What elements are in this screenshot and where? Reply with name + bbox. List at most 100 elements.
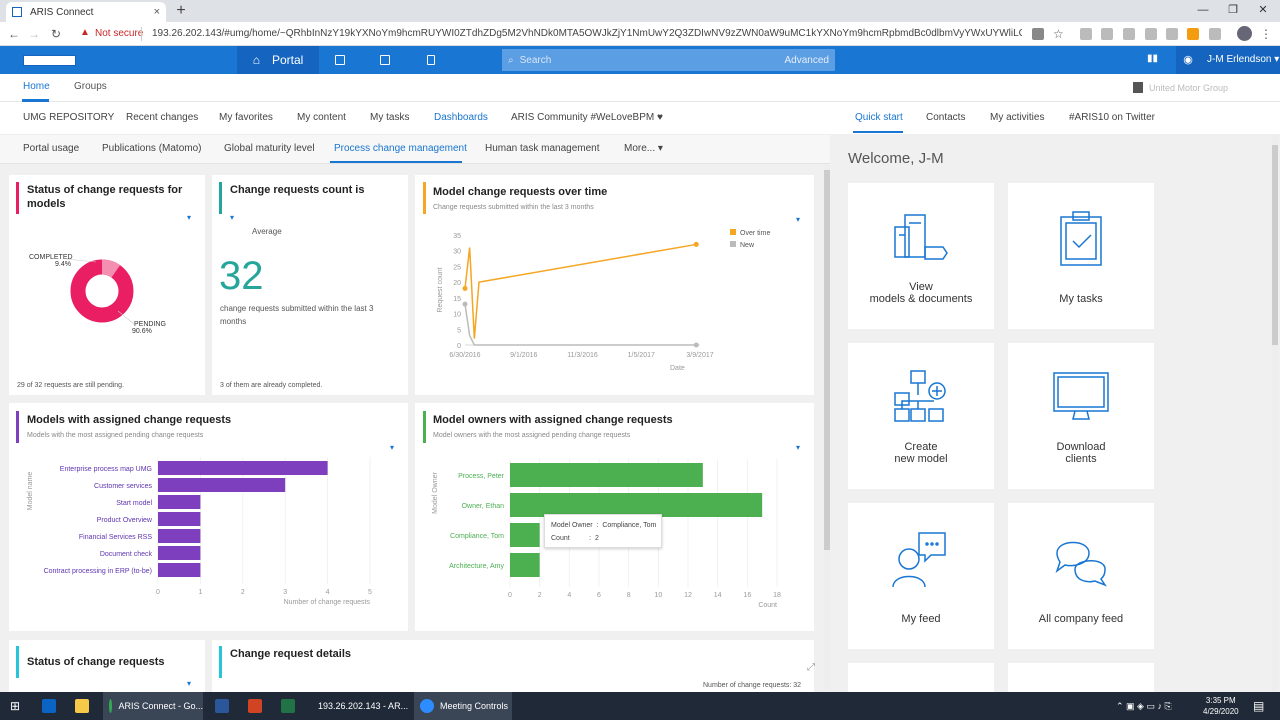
- search-input[interactable]: Search: [519, 54, 552, 66]
- y-tick-label: 5: [457, 327, 461, 334]
- document-icon[interactable]: [427, 55, 435, 65]
- organization-name[interactable]: United Motor Group: [1149, 83, 1229, 93]
- extension-icon[interactable]: [1080, 28, 1092, 40]
- tab-global-maturity[interactable]: Global maturity level: [224, 143, 315, 154]
- tab-my-tasks[interactable]: My tasks: [370, 112, 410, 123]
- tab-more[interactable]: More... ▾: [624, 143, 663, 154]
- content-icon[interactable]: [335, 55, 345, 65]
- collaboration-icon[interactable]: [380, 55, 390, 65]
- tile-my-tasks[interactable]: My tasks: [1008, 183, 1154, 329]
- tile-download-clients[interactable]: Download clients: [1008, 343, 1154, 489]
- x-tick-label: 2: [241, 589, 245, 596]
- close-window-icon[interactable]: ✕: [1258, 4, 1268, 16]
- tile-label: Create new model: [894, 441, 948, 465]
- excel-icon[interactable]: [281, 692, 301, 720]
- star-icon[interactable]: ☆: [1053, 27, 1064, 41]
- tab-recent-changes[interactable]: Recent changes: [126, 112, 199, 123]
- extension-icon[interactable]: [1101, 28, 1113, 40]
- browser-tab[interactable]: ARIS Connect ×: [6, 2, 166, 22]
- tab-contacts[interactable]: Contacts: [926, 112, 966, 123]
- company-logo[interactable]: [23, 55, 76, 66]
- card-dropdown-icon[interactable]: ▾: [796, 215, 801, 224]
- tile-create-model[interactable]: Create new model: [848, 343, 994, 489]
- card-dropdown-icon[interactable]: ▾: [187, 213, 192, 222]
- tooltip-owner: Model Owner : Compliance, Tom: [551, 522, 657, 529]
- right-scroll-thumb[interactable]: [1272, 145, 1278, 345]
- tile-partial[interactable]: [1008, 663, 1154, 692]
- tab-aris-community[interactable]: ARIS Community #WeLoveBPM ♥: [511, 112, 663, 123]
- tab-human-task-management[interactable]: Human task management: [485, 143, 600, 154]
- taskbar-rdp[interactable]: 193.26.202.143 - AR...: [306, 692, 408, 720]
- nav-home[interactable]: Home: [23, 81, 50, 92]
- extension-icon[interactable]: [1166, 28, 1178, 40]
- not-secure-label[interactable]: Not secure: [95, 28, 144, 39]
- tab-title: ARIS Connect: [30, 6, 94, 18]
- new-tab-button[interactable]: +: [176, 2, 186, 19]
- card-dropdown-icon[interactable]: ▾: [390, 443, 395, 452]
- tab-process-change-management[interactable]: Process change management: [334, 143, 467, 154]
- tile-label: My tasks: [1059, 293, 1103, 305]
- tab-dashboards[interactable]: Dashboards: [434, 112, 488, 123]
- expand-icon[interactable]: ⤢: [807, 662, 815, 673]
- portal-button[interactable]: ⌂ Portal: [237, 46, 319, 74]
- system-tray[interactable]: ⌃ ▣ ◈ ▭ ♪ ⎘: [1116, 692, 1172, 720]
- taskbar-chrome[interactable]: ARIS Connect - Go...: [103, 692, 203, 720]
- word-icon[interactable]: [215, 692, 235, 720]
- card-dropdown-icon[interactable]: ▾: [187, 679, 192, 688]
- outlook-icon[interactable]: [42, 692, 62, 720]
- right-scrollbar[interactable]: [1272, 134, 1278, 692]
- extension-icon[interactable]: [1187, 28, 1199, 40]
- advanced-search-link[interactable]: Advanced: [784, 54, 829, 66]
- tile-view-models[interactable]: View models & documents: [848, 183, 994, 329]
- tile-partial[interactable]: [848, 663, 994, 692]
- data-point: [693, 241, 699, 247]
- powerpoint-icon[interactable]: [248, 692, 268, 720]
- back-icon[interactable]: ←: [8, 27, 20, 41]
- user-menu[interactable]: J-M Erlendson ▾: [1200, 46, 1280, 74]
- windows-start-icon[interactable]: ⊞: [10, 699, 21, 713]
- category-label: Enterprise process map UMG: [60, 466, 152, 473]
- nav-groups[interactable]: Groups: [74, 81, 107, 92]
- tab-my-content[interactable]: My content: [297, 112, 346, 123]
- forward-icon[interactable]: →: [28, 27, 40, 41]
- clock[interactable]: 3:35 PM 4/29/2020: [1203, 695, 1239, 717]
- card-dropdown-icon[interactable]: ▾: [796, 443, 801, 452]
- view-models-icon: [894, 214, 948, 260]
- tab-my-activities[interactable]: My activities: [990, 112, 1045, 123]
- tab-quick-start[interactable]: Quick start: [855, 112, 903, 123]
- reload-icon[interactable]: ↻: [50, 27, 62, 41]
- profile-avatar[interactable]: [1237, 26, 1252, 41]
- restore-icon[interactable]: ❐: [1228, 4, 1238, 16]
- tab-aris10-twitter[interactable]: #ARIS10 on Twitter: [1069, 112, 1155, 123]
- notification-icon[interactable]: ▮▮: [1147, 53, 1159, 64]
- search-bar[interactable]: ⌕ Search Advanced: [502, 49, 835, 71]
- tab-my-favorites[interactable]: My favorites: [219, 112, 273, 123]
- tab-publications[interactable]: Publications (Matomo): [102, 143, 202, 154]
- windows-taskbar: [0, 692, 1280, 720]
- card-accent: [219, 646, 222, 678]
- view-mode-icon[interactable]: ◉: [1176, 46, 1200, 74]
- tile-my-feed[interactable]: My feed: [848, 503, 994, 649]
- dashboard-tabs: [0, 134, 830, 164]
- search-icon: ⌕: [508, 54, 514, 66]
- tab-portal-usage[interactable]: Portal usage: [23, 143, 80, 154]
- tile-company-feed[interactable]: All company feed: [1008, 503, 1154, 649]
- dashboard-scroll-thumb[interactable]: [824, 170, 830, 550]
- browser-menu-icon[interactable]: ⋮: [1260, 27, 1272, 41]
- notification-center-icon[interactable]: ▤: [1253, 699, 1265, 713]
- extension-icon[interactable]: [1123, 28, 1135, 40]
- active-tab-underline: [330, 161, 462, 163]
- file-explorer-icon[interactable]: [75, 692, 95, 720]
- key-icon[interactable]: [1032, 28, 1044, 40]
- extension-icon[interactable]: [1209, 28, 1221, 40]
- card-subtitle: Models with the most assigned pending ch…: [27, 432, 204, 439]
- extension-icon[interactable]: [1145, 28, 1157, 40]
- card-dropdown-icon[interactable]: ▾: [230, 213, 235, 222]
- card-accent: [423, 182, 426, 214]
- tab-umg-repository[interactable]: UMG REPOSITORY: [23, 112, 115, 123]
- close-tab-icon[interactable]: ×: [153, 6, 160, 18]
- minimize-icon[interactable]: —: [1197, 4, 1209, 16]
- url-field[interactable]: 193.26.202.143/#umg/home/~QRhbInNzY19kYX…: [152, 28, 1022, 39]
- portal-tabs: [0, 102, 830, 134]
- taskbar-meeting[interactable]: Meeting Controls: [414, 692, 512, 720]
